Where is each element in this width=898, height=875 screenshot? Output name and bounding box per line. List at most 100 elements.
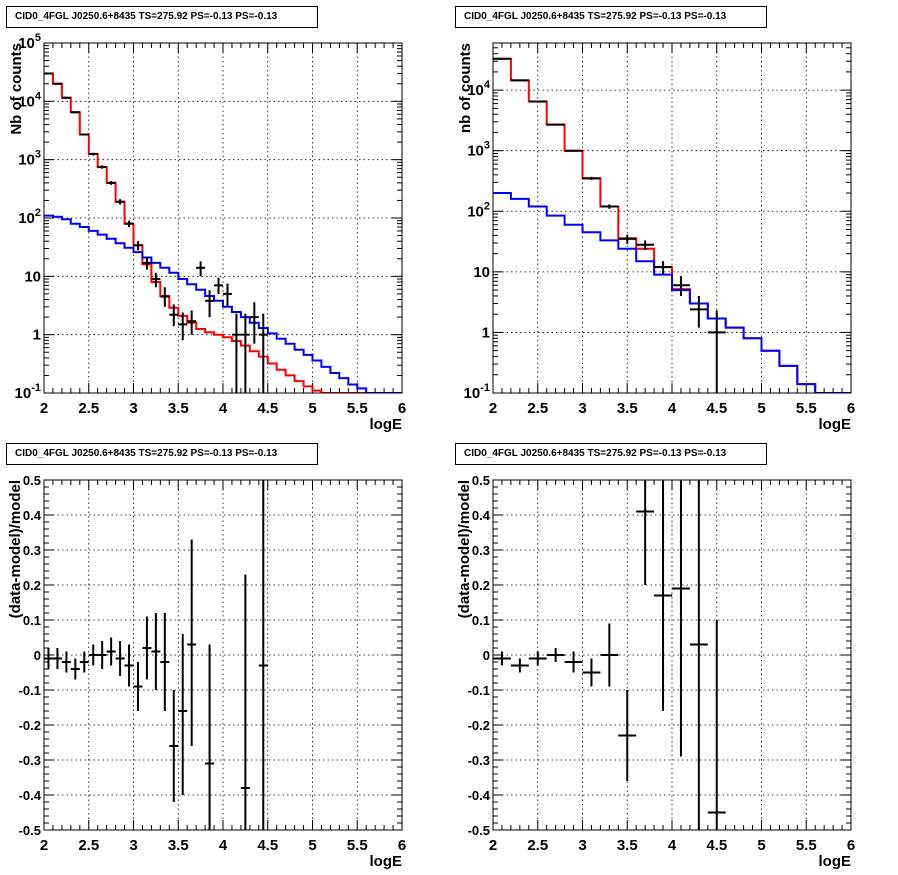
residuals-chart: 2 2.5 3 3.5 4 4.5 5 5.5 6 -0.5 -0.4 -0.3 -0.2 -0.1 0 0.… [7, 473, 406, 870]
residual-point [142, 616, 152, 680]
x-tick-label: 2 [489, 837, 497, 854]
x-tick-label: 2 [40, 837, 48, 854]
data-point [600, 204, 619, 209]
data-point [564, 149, 583, 152]
x-tick-label: 5 [308, 400, 316, 417]
x-tick-label: 3 [578, 400, 586, 417]
chart-panel-top-left: 2 2.5 3 3.5 4 4.5 5 5.5 6 10-1 1 10 102 103 104 105 logE… [0, 0, 449, 437]
y-tick-label: -0.3 [468, 753, 490, 768]
x-axis-label: logE [370, 853, 403, 870]
data-point [240, 313, 250, 393]
data-point [52, 82, 62, 85]
x-tick-label: 5.5 [347, 400, 368, 417]
data-point [169, 304, 179, 327]
plot-area [493, 57, 851, 393]
plot-frame [492, 42, 852, 394]
x-tick-label: 4.5 [706, 400, 727, 417]
data-point [618, 234, 637, 244]
grid [44, 480, 402, 830]
y-tick-label: -0.1 [468, 683, 490, 698]
x-tick-label: 2.5 [78, 400, 99, 417]
y-axis-label: nb of counts [457, 43, 474, 133]
x-tick-label: 6 [398, 400, 406, 417]
data-point [115, 199, 125, 205]
residual-point [169, 690, 179, 802]
x-tick-label: 2 [489, 400, 497, 417]
y-tick-label: 105 [18, 32, 41, 52]
y-tick-label: 104 [467, 79, 491, 99]
data-point [510, 79, 529, 82]
plot-area [44, 480, 268, 830]
x-tick-label: 3 [129, 400, 137, 417]
data-point [88, 152, 98, 156]
x-tick-label: 4 [668, 837, 677, 854]
plot-area [493, 480, 726, 830]
residual-point [124, 644, 134, 687]
x-tick-label: 2.5 [527, 400, 548, 417]
residual-point [61, 651, 71, 673]
data-point [249, 302, 259, 344]
x-tick-label: 4 [219, 400, 228, 417]
y-tick-label: 104 [18, 90, 42, 110]
data-point [97, 165, 107, 169]
data-point [205, 290, 215, 318]
y-tick-label: 0.4 [23, 508, 42, 523]
residual-point [187, 539, 197, 746]
data-point [231, 313, 241, 393]
counts-chart: 2 2.5 3 3.5 4 4.5 5 5.5 6 10-1 1 10 102 103 104 105 logE… [8, 32, 406, 433]
grid [493, 480, 851, 830]
y-tick-label: -0.5 [468, 823, 490, 838]
grid [44, 43, 402, 393]
data-point [546, 123, 565, 126]
y-tick-label: 10-1 [464, 382, 490, 402]
y-tick-label: 0.3 [472, 543, 490, 558]
data-point [258, 313, 268, 393]
residual-point [44, 648, 53, 669]
residuals-chart: 2 2.5 3 3.5 4 4.5 5 5.5 6 -0.5 -0.4 -0.3 -0.2 -0.1 0 0.… [456, 473, 855, 870]
x-tick-label: 3.5 [168, 837, 189, 854]
y-tick-label: 103 [467, 140, 490, 160]
residual-point [707, 620, 726, 830]
x-tick-label: 4.5 [257, 837, 278, 854]
y-tick-label: 102 [467, 200, 490, 220]
plot-area [44, 72, 402, 393]
x-tick-label: 2.5 [527, 837, 548, 854]
data-point [79, 133, 89, 136]
x-tick-label: 3 [578, 837, 586, 854]
y-tick-label: 0 [483, 648, 490, 663]
residual-point [510, 658, 529, 673]
x-tick-label: 5.5 [796, 837, 817, 854]
data-point [214, 277, 223, 294]
residual-point [52, 648, 62, 669]
x-tick-label: 4.5 [257, 400, 278, 417]
residual-points [44, 480, 268, 830]
data-point [178, 312, 188, 341]
y-axis-label: (data-model)/model [7, 480, 24, 618]
data-points [44, 72, 268, 393]
y-tick-label: 10 [24, 268, 41, 285]
source-model-line [493, 192, 851, 393]
grid [493, 43, 851, 393]
data-point [106, 181, 116, 185]
residual-point [133, 662, 143, 711]
x-tick-label: 6 [847, 400, 855, 417]
axis-ticks [43, 479, 403, 831]
residual-point [493, 651, 511, 666]
y-tick-label: 1 [482, 324, 490, 341]
axis-ticks [43, 42, 403, 394]
data-point [151, 272, 161, 288]
residual-point [672, 480, 690, 757]
y-tick-label: 0.2 [472, 578, 490, 593]
residual-point [79, 651, 89, 673]
x-tick-label: 6 [847, 837, 855, 854]
y-tick-label: 0.5 [23, 473, 41, 488]
x-tick-label: 6 [398, 837, 406, 854]
data-point [582, 176, 601, 180]
y-tick-label: -0.5 [19, 823, 41, 838]
residual-point [151, 613, 161, 690]
residual-point [97, 641, 107, 669]
residual-point [258, 480, 268, 830]
data-point [142, 257, 152, 270]
data-point [654, 261, 672, 275]
chart-title: CID0_4FGL J0250.6+8435 TS=275.92 PS=-0.1… [455, 6, 767, 28]
